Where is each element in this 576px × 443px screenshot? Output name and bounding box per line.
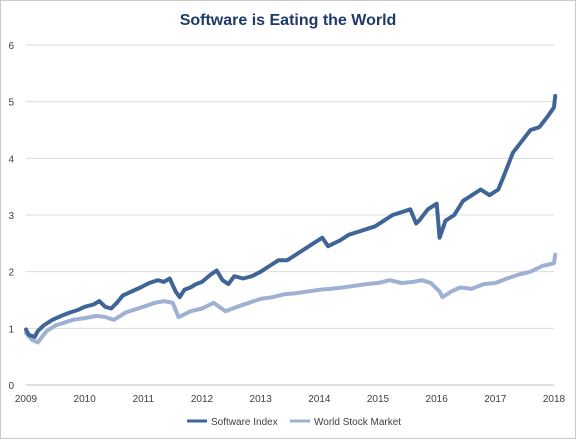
x-tick-label: 2018 [543, 394, 566, 405]
legend-label: World Stock Market [314, 417, 401, 428]
x-tick-label: 2010 [74, 394, 97, 405]
y-axis-tick-labels: 0 1 2 3 4 5 6 [8, 41, 14, 392]
y-tick-label: 6 [8, 41, 14, 52]
y-tick-label: 5 [8, 98, 14, 109]
x-tick-label: 2012 [191, 394, 214, 405]
series-line-world-stock-market [24, 252, 558, 345]
y-tick-label: 4 [8, 154, 14, 165]
x-tick-label: 2009 [15, 394, 38, 405]
legend-entry-world-stock-market: World Stock Market [290, 417, 401, 428]
y-tick-label: 1 [8, 324, 14, 335]
chart-title: Software is Eating the World [180, 12, 397, 29]
x-tick-label: 2014 [308, 394, 331, 405]
grid-lines [26, 44, 554, 329]
y-tick-label: 0 [8, 381, 14, 392]
x-tick-label: 2011 [133, 394, 155, 405]
x-tick-label: 2017 [484, 394, 507, 405]
series-line-software-index [24, 94, 558, 339]
legend: Software Index World Stock Market [187, 417, 401, 428]
x-tick-label: 2015 [367, 394, 390, 405]
legend-entry-software-index: Software Index [187, 417, 278, 428]
x-tick-label: 2016 [426, 394, 449, 405]
y-tick-label: 2 [8, 268, 14, 279]
legend-label: Software Index [211, 417, 278, 428]
y-tick-label: 3 [8, 211, 14, 222]
series-lines [24, 94, 558, 345]
x-tick-label: 2013 [250, 394, 273, 405]
x-axis-tick-labels: 2009 2010 2011 2012 2013 2014 2015 2016 2017 2018 [15, 394, 566, 405]
